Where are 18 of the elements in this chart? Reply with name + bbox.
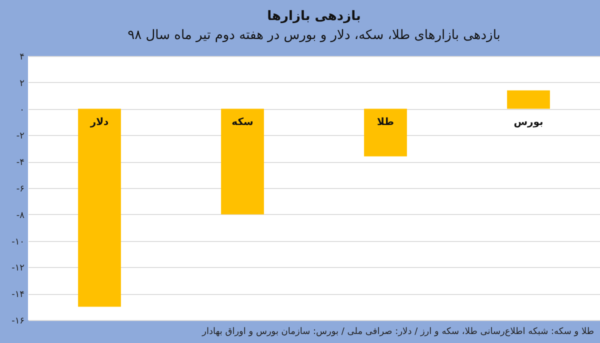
y-tick-label: -۲ bbox=[16, 132, 25, 142]
y-tick-label: ۴ bbox=[20, 52, 25, 62]
y-tick-label: -۱۴ bbox=[12, 290, 25, 300]
chart-title: بازدهی بازارها bbox=[267, 9, 361, 24]
y-tick-label: -۴ bbox=[16, 158, 25, 168]
text: طلا و سکه: شبکه اطلاع‌رسانی طلا، سکه و ارز / دلار: صرافی ملی / بورس: سازمان بورس و اوراق بهادار bbox=[202, 327, 594, 337]
y-tick-label: -۱۲ bbox=[12, 264, 25, 274]
x-tick-label: طلا bbox=[376, 116, 394, 128]
x-tick-label: دلار bbox=[89, 116, 109, 128]
y-tick-label: -۸ bbox=[16, 210, 25, 221]
x-tick-label: سکه bbox=[232, 116, 254, 128]
y-tick-label: ۲ bbox=[20, 78, 25, 89]
chart-subtitle: بازدهی بازارهای طلا، سکه، دلار و بورس در هفته دوم تیر ماه سال ۹۸ bbox=[128, 28, 500, 43]
y-tick-label: ۰ bbox=[20, 105, 24, 116]
y-tick-label: -۱۶ bbox=[12, 316, 25, 326]
y-tick-label: -۱۰ bbox=[12, 237, 24, 248]
y-tick-label: -۶ bbox=[16, 184, 25, 194]
x-tick-label: بورس bbox=[514, 116, 544, 128]
